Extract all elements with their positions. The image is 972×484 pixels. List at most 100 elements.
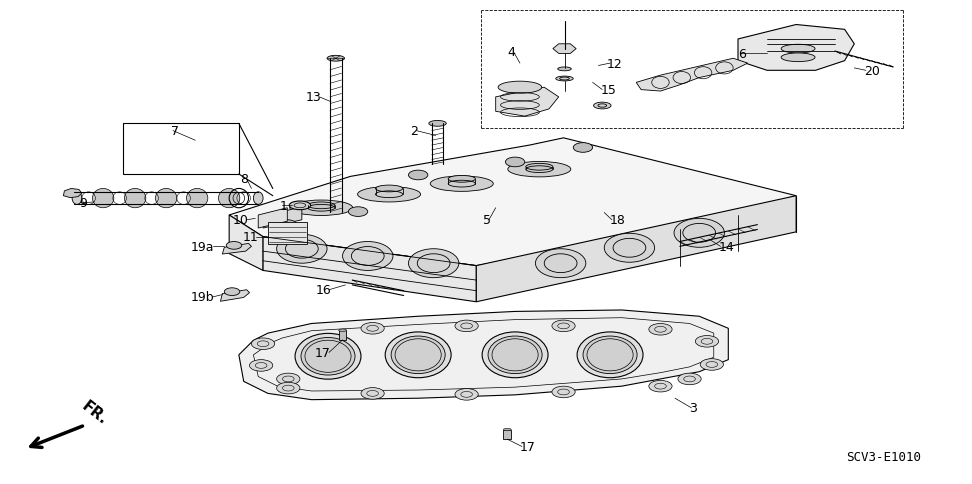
Ellipse shape xyxy=(358,187,421,202)
Polygon shape xyxy=(263,237,476,302)
Text: SCV3-E1010: SCV3-E1010 xyxy=(846,450,920,463)
Text: 5: 5 xyxy=(483,214,491,227)
Circle shape xyxy=(455,320,478,332)
Polygon shape xyxy=(239,310,728,400)
Text: 3: 3 xyxy=(689,402,698,414)
Text: 9: 9 xyxy=(79,197,87,210)
Circle shape xyxy=(361,388,384,399)
Ellipse shape xyxy=(577,332,643,378)
Ellipse shape xyxy=(431,177,493,192)
Circle shape xyxy=(573,143,593,153)
Circle shape xyxy=(695,336,718,348)
Ellipse shape xyxy=(124,189,146,208)
Ellipse shape xyxy=(408,249,459,278)
Ellipse shape xyxy=(556,77,573,82)
Ellipse shape xyxy=(781,54,816,62)
Circle shape xyxy=(552,386,575,398)
Ellipse shape xyxy=(583,336,637,374)
Ellipse shape xyxy=(219,189,240,208)
Bar xyxy=(503,430,511,439)
Ellipse shape xyxy=(503,428,511,431)
Circle shape xyxy=(408,171,428,181)
Circle shape xyxy=(277,373,300,385)
Polygon shape xyxy=(263,207,302,228)
Ellipse shape xyxy=(429,121,446,127)
Text: 15: 15 xyxy=(601,84,616,97)
Ellipse shape xyxy=(385,332,451,378)
Text: 6: 6 xyxy=(738,48,746,61)
Text: 20: 20 xyxy=(864,65,880,77)
Text: 14: 14 xyxy=(718,241,735,253)
Text: 17: 17 xyxy=(520,440,536,453)
Circle shape xyxy=(278,220,297,230)
Circle shape xyxy=(277,382,300,394)
Polygon shape xyxy=(229,138,796,266)
Ellipse shape xyxy=(507,162,571,178)
Text: 11: 11 xyxy=(242,231,259,243)
Circle shape xyxy=(226,242,242,250)
Text: 13: 13 xyxy=(305,91,321,104)
Ellipse shape xyxy=(488,336,542,374)
Ellipse shape xyxy=(558,68,572,72)
Ellipse shape xyxy=(290,201,311,210)
Text: 2: 2 xyxy=(410,125,418,138)
Ellipse shape xyxy=(375,186,402,193)
Circle shape xyxy=(677,373,701,385)
Ellipse shape xyxy=(72,193,82,205)
Ellipse shape xyxy=(448,176,475,183)
Polygon shape xyxy=(223,244,252,255)
Circle shape xyxy=(250,360,273,371)
Text: 17: 17 xyxy=(315,346,330,359)
Ellipse shape xyxy=(92,189,114,208)
Text: 19b: 19b xyxy=(191,291,215,304)
Ellipse shape xyxy=(187,189,208,208)
Polygon shape xyxy=(259,208,288,228)
Ellipse shape xyxy=(674,219,724,248)
Polygon shape xyxy=(476,197,796,302)
Circle shape xyxy=(649,380,672,392)
Ellipse shape xyxy=(391,336,445,374)
Text: 12: 12 xyxy=(608,58,623,71)
Ellipse shape xyxy=(156,189,177,208)
Polygon shape xyxy=(229,215,263,271)
Circle shape xyxy=(505,158,525,167)
Circle shape xyxy=(455,389,478,400)
Text: 8: 8 xyxy=(240,173,249,186)
Ellipse shape xyxy=(254,193,263,205)
Ellipse shape xyxy=(295,333,361,379)
Text: 19a: 19a xyxy=(191,241,215,253)
Text: 4: 4 xyxy=(507,45,515,59)
Text: 7: 7 xyxy=(171,125,179,138)
Ellipse shape xyxy=(301,338,355,375)
Circle shape xyxy=(348,207,367,217)
Bar xyxy=(338,331,346,340)
Polygon shape xyxy=(63,189,82,198)
Ellipse shape xyxy=(338,329,346,332)
Circle shape xyxy=(649,324,672,335)
Polygon shape xyxy=(738,26,854,71)
Ellipse shape xyxy=(308,202,334,209)
Ellipse shape xyxy=(526,164,553,171)
Circle shape xyxy=(225,288,240,296)
Ellipse shape xyxy=(342,242,393,271)
Polygon shape xyxy=(553,45,576,54)
FancyBboxPatch shape xyxy=(268,223,307,244)
Circle shape xyxy=(361,323,384,334)
Ellipse shape xyxy=(327,56,344,62)
Polygon shape xyxy=(637,59,747,92)
Ellipse shape xyxy=(781,45,816,54)
Text: 1: 1 xyxy=(279,199,288,212)
Text: 18: 18 xyxy=(610,214,626,227)
Ellipse shape xyxy=(290,200,353,216)
Circle shape xyxy=(700,359,723,370)
Circle shape xyxy=(552,320,575,332)
Text: 16: 16 xyxy=(315,284,330,297)
Ellipse shape xyxy=(482,332,548,378)
Ellipse shape xyxy=(536,249,586,278)
Text: FR.: FR. xyxy=(79,398,110,427)
Circle shape xyxy=(252,338,275,350)
Ellipse shape xyxy=(277,235,327,264)
Ellipse shape xyxy=(605,234,655,263)
Ellipse shape xyxy=(498,82,541,94)
Polygon shape xyxy=(221,290,250,302)
